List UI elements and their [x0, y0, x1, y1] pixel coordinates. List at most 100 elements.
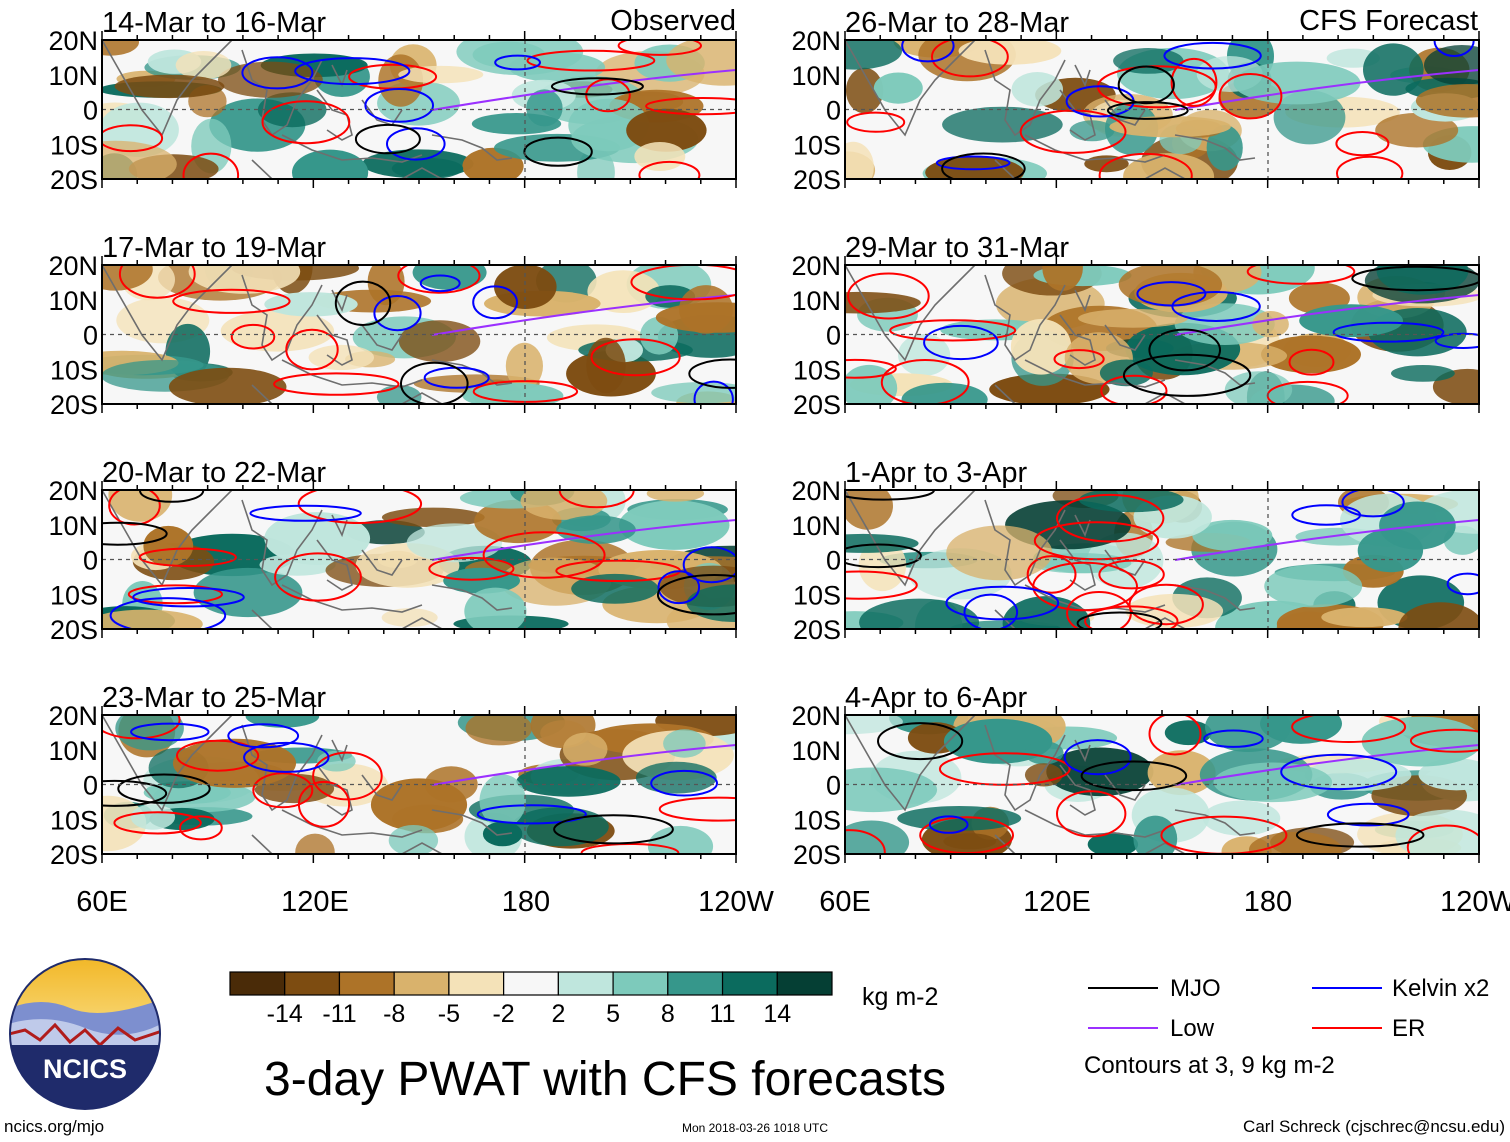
er-contour: [428, 556, 515, 581]
kelvin-contour: [373, 295, 422, 332]
coastline: [984, 274, 1066, 362]
coastline: [251, 609, 443, 629]
pwat-anomaly-blob: [1205, 715, 1291, 752]
lat-label: 20N: [48, 701, 98, 731]
coastline: [251, 834, 443, 854]
lat-label: 10S: [50, 580, 98, 610]
coastline: [331, 64, 348, 88]
coastline: [281, 134, 423, 163]
pwat-anomaly-blob: [1252, 311, 1289, 338]
pwat-anomaly-blob: [1395, 809, 1479, 854]
er-contour: [1336, 155, 1404, 179]
coastline: [241, 274, 323, 362]
lat-label: 20S: [50, 615, 98, 645]
mjo-contour: [523, 136, 593, 167]
observed-label: Observed: [610, 5, 736, 37]
low-contour: [431, 744, 736, 786]
kelvin-contour: [494, 54, 541, 71]
er-contour: [845, 829, 886, 854]
mjo-contour: [845, 543, 922, 569]
er-contour: [1026, 555, 1077, 594]
lat-label: 10S: [793, 355, 841, 385]
lat-label: 20N: [791, 476, 841, 506]
colorbar-tick-label: -14: [267, 1000, 303, 1028]
low-contour: [431, 519, 736, 561]
panel-period-label: 17-Mar to 19-Mar: [102, 232, 326, 264]
coastline: [984, 49, 1066, 137]
pwat-anomaly-blob: [218, 61, 323, 98]
lat-label: 0: [83, 321, 98, 351]
er-contour: [658, 796, 736, 822]
coastline: [251, 159, 443, 179]
mjo-contour: [334, 280, 392, 326]
er-contour: [172, 288, 291, 314]
mjo-contour: [1148, 328, 1221, 372]
colorbar-swatch: [721, 971, 778, 996]
er-contour: [645, 97, 736, 116]
er-contour: [938, 752, 1071, 786]
pwat-anomaly-blob: [1024, 763, 1063, 787]
er-contour: [230, 323, 276, 350]
er-contour: [1053, 349, 1105, 370]
pwat-anomaly-blob: [663, 729, 706, 758]
pwat-anomaly-blob: [1133, 815, 1178, 854]
coastline: [1024, 359, 1166, 388]
er-contour: [482, 531, 606, 579]
pwat-anomaly-blob: [556, 515, 636, 544]
pwat-anomaly-blob: [859, 598, 980, 629]
er-contour: [845, 570, 918, 600]
coastline: [281, 809, 423, 838]
kelvin-contour: [241, 56, 314, 90]
er-contour: [102, 124, 164, 153]
colorbar-tick-label: -2: [492, 1000, 514, 1028]
lat-label: 0: [83, 546, 98, 576]
coastline: [331, 739, 348, 763]
pwat-anomaly-blob: [381, 608, 438, 627]
lat-label: 20S: [793, 615, 841, 645]
mjo-contour: [877, 722, 964, 761]
pwat-anomaly-blob: [655, 302, 736, 333]
coastline: [1059, 764, 1096, 816]
pwat-anomaly-blob: [845, 67, 884, 114]
er-contour: [1056, 493, 1165, 543]
figure-title: 3-day PWAT with CFS forecasts: [264, 1053, 946, 1106]
kelvin-contour: [928, 815, 969, 834]
footer-url[interactable]: ncics.org/mjo: [4, 1117, 104, 1136]
forecast-label: CFS Forecast: [1299, 5, 1478, 37]
mjo-contour: [1080, 760, 1188, 792]
lat-label: 0: [83, 771, 98, 801]
er-contour: [1288, 348, 1335, 376]
coastline: [431, 584, 513, 611]
low-contour: [431, 69, 736, 111]
kelvin-contour: [243, 741, 330, 773]
coastline: [1074, 289, 1091, 313]
er-contour: [182, 152, 240, 179]
coastline: [994, 159, 1186, 179]
kelvin-contour: [1203, 729, 1264, 748]
kelvin-contour: [386, 127, 446, 161]
kelvin-contour: [1163, 41, 1262, 70]
kelvin-contour: [657, 570, 701, 605]
ncics-logo: NCICS: [9, 958, 161, 1110]
logo-text: NCICS: [43, 1054, 127, 1084]
colorbar-swatch: [612, 971, 669, 996]
lat-label: 20N: [48, 251, 98, 281]
pwat-anomaly-blob: [388, 825, 439, 854]
lat-label: 20S: [50, 165, 98, 195]
kelvin-contour: [227, 723, 300, 749]
colorbar-tick-label: -5: [438, 1000, 460, 1028]
mjo-contour: [1117, 65, 1175, 105]
er-contour: [1128, 583, 1204, 626]
panel-period-label: 1-Apr to 3-Apr: [845, 457, 1027, 489]
pwat-anomaly-blob: [1249, 831, 1342, 854]
kelvin-contour: [682, 546, 736, 584]
footer-timestamp: Mon 2018-03-26 1018 UTC: [682, 1121, 828, 1135]
er-contour: [931, 40, 1009, 78]
pwat-anomaly-blob: [526, 89, 563, 127]
pwat-anomaly-blob: [1398, 602, 1479, 629]
pwat-anomaly-field: [102, 265, 736, 404]
er-contour: [1100, 374, 1168, 404]
lat-label: 10S: [793, 580, 841, 610]
